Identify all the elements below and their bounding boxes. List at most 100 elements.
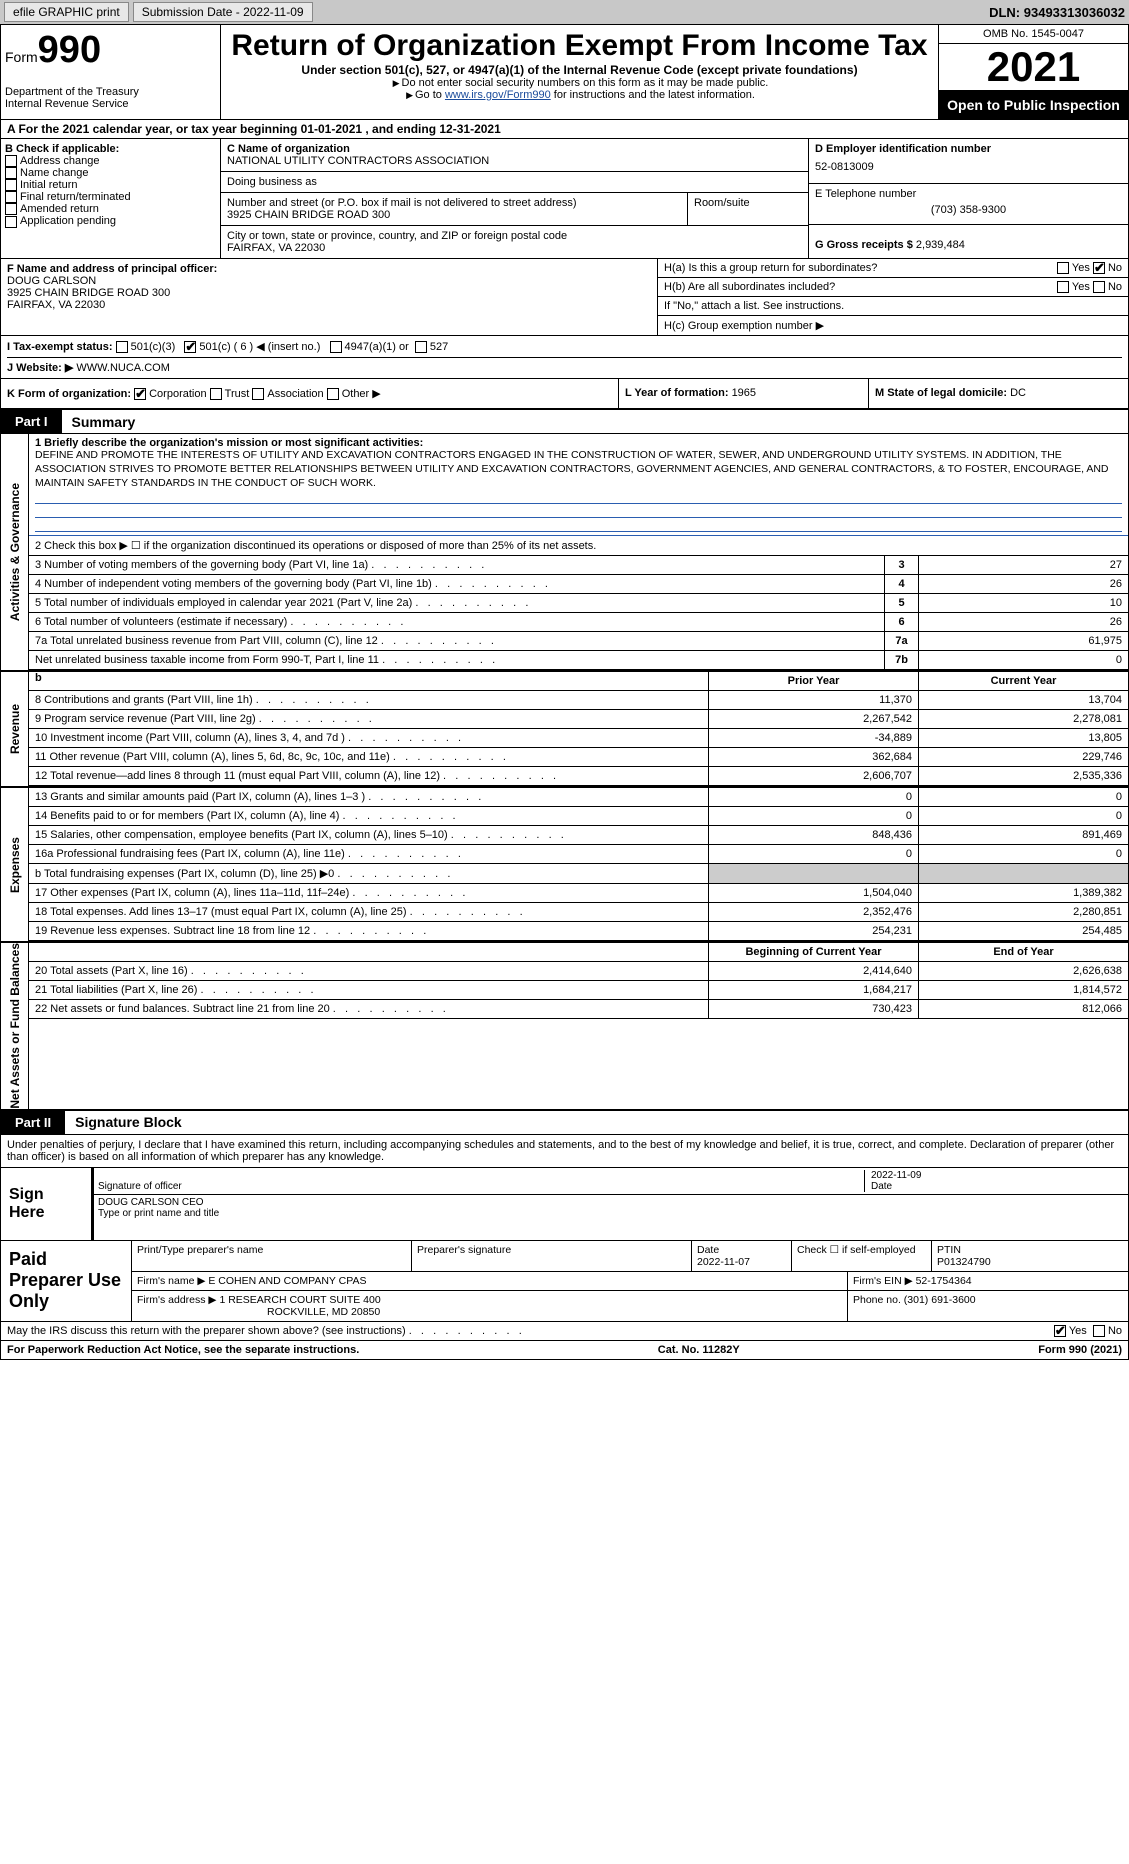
section-h: H(a) Is this a group return for subordin… bbox=[658, 259, 1128, 335]
net-end: 812,066 bbox=[918, 1000, 1128, 1018]
part2-box: Part II bbox=[1, 1111, 65, 1134]
net-begin: 730,423 bbox=[708, 1000, 918, 1018]
hc-label: H(c) Group exemption number ▶ bbox=[658, 316, 1128, 335]
org-name: NATIONAL UTILITY CONTRACTORS ASSOCIATION bbox=[227, 155, 802, 167]
rev-current: 13,805 bbox=[918, 729, 1128, 747]
prep-date-val: 2022-11-07 bbox=[697, 1256, 786, 1268]
cb-amended[interactable] bbox=[5, 203, 17, 215]
cb-other[interactable] bbox=[327, 388, 339, 400]
row-i: I Tax-exempt status: 501(c)(3) 501(c) ( … bbox=[7, 340, 1122, 353]
tab-governance: Activities & Governance bbox=[8, 483, 22, 621]
officer-addr1: 3925 CHAIN BRIDGE ROAD 300 bbox=[7, 287, 651, 299]
cb-501c[interactable] bbox=[184, 341, 196, 353]
submission-label: Submission Date - bbox=[142, 5, 243, 19]
line2: 2 Check this box ▶ ☐ if the organization… bbox=[29, 535, 1128, 556]
cb-name-change[interactable] bbox=[5, 167, 17, 179]
note-ssn: Do not enter social security numbers on … bbox=[402, 77, 769, 89]
row-j: J Website: ▶ WWW.NUCA.COM bbox=[7, 357, 1122, 374]
exp-line-label: 18 Total expenses. Add lines 13–17 (must… bbox=[29, 903, 708, 921]
hb-no[interactable] bbox=[1093, 281, 1105, 293]
net-end: 2,626,638 bbox=[918, 962, 1128, 980]
header-left: Form990 Department of the Treasury Inter… bbox=[1, 25, 221, 119]
c-name-label: C Name of organization bbox=[227, 143, 802, 155]
firm-addr1: 1 RESEARCH COURT SUITE 400 bbox=[219, 1294, 380, 1306]
exp-prior: 1,504,040 bbox=[708, 884, 918, 902]
irs-link[interactable]: www.irs.gov/Form990 bbox=[445, 89, 551, 101]
net-begin: 2,414,640 bbox=[708, 962, 918, 980]
gov-line-val: 0 bbox=[918, 651, 1128, 669]
firm-name-label: Firm's name ▶ bbox=[137, 1275, 208, 1287]
hb-yes[interactable] bbox=[1057, 281, 1069, 293]
form-word: Form bbox=[5, 49, 38, 65]
section-fh: F Name and address of principal officer:… bbox=[1, 259, 1128, 336]
rev-current: 2,278,081 bbox=[918, 710, 1128, 728]
exp-prior: 0 bbox=[708, 845, 918, 863]
rev-current: 229,746 bbox=[918, 748, 1128, 766]
submission-date-button[interactable]: Submission Date - 2022-11-09 bbox=[133, 2, 313, 22]
row-klm: K Form of organization: Corporation Trus… bbox=[1, 379, 1128, 410]
cb-corp[interactable] bbox=[134, 388, 146, 400]
row-a-period: A For the 2021 calendar year, or tax yea… bbox=[1, 120, 1128, 139]
net-begin: 1,684,217 bbox=[708, 981, 918, 999]
cb-501c3[interactable] bbox=[116, 341, 128, 353]
section-c: C Name of organization NATIONAL UTILITY … bbox=[221, 139, 808, 258]
cb-initial-return[interactable] bbox=[5, 179, 17, 191]
hdr-begin: Beginning of Current Year bbox=[708, 943, 918, 961]
cb-app-pending[interactable] bbox=[5, 216, 17, 228]
rev-current: 13,704 bbox=[918, 691, 1128, 709]
hdr-prior: Prior Year bbox=[708, 672, 918, 690]
gov-line-num: 4 bbox=[884, 575, 918, 593]
prep-sig-hdr: Preparer's signature bbox=[412, 1241, 692, 1271]
rev-line-label: 8 Contributions and grants (Part VIII, l… bbox=[29, 691, 708, 709]
section-bcd: B Check if applicable: Address change Na… bbox=[1, 139, 1128, 259]
gross-value: 2,939,484 bbox=[916, 239, 965, 251]
firm-addr2: ROCKVILLE, MD 20850 bbox=[137, 1306, 842, 1318]
cb-trust[interactable] bbox=[210, 388, 222, 400]
net-line-label: 22 Net assets or fund balances. Subtract… bbox=[29, 1000, 708, 1018]
form-number: 990 bbox=[38, 29, 101, 71]
note-goto-pre: Go to bbox=[415, 89, 445, 101]
gov-line-label: 4 Number of independent voting members o… bbox=[29, 575, 884, 593]
ha-label: H(a) Is this a group return for subordin… bbox=[664, 262, 877, 274]
m-value: DC bbox=[1010, 387, 1026, 399]
ha-no[interactable] bbox=[1093, 262, 1105, 274]
efile-print-button[interactable]: efile GRAPHIC print bbox=[4, 2, 129, 22]
sig-date-value: 2022-11-09 bbox=[871, 1170, 1124, 1181]
paid-preparer-block: Paid Preparer Use Only Print/Type prepar… bbox=[1, 1241, 1128, 1322]
street-label: Number and street (or P.O. box if mail i… bbox=[227, 197, 681, 209]
exp-current: 0 bbox=[918, 845, 1128, 863]
cb-final-return[interactable] bbox=[5, 191, 17, 203]
hb-note: If "No," attach a list. See instructions… bbox=[658, 297, 1128, 316]
revenue-block: Revenue bPrior YearCurrent Year 8 Contri… bbox=[1, 670, 1128, 786]
rev-current: 2,535,336 bbox=[918, 767, 1128, 785]
ptin-value: P01324790 bbox=[937, 1256, 1123, 1268]
net-line-label: 21 Total liabilities (Part X, line 26) bbox=[29, 981, 708, 999]
discuss-yes[interactable] bbox=[1054, 1325, 1066, 1337]
ptin-label: PTIN bbox=[937, 1244, 1123, 1256]
ha-yes[interactable] bbox=[1057, 262, 1069, 274]
gov-line-label: 6 Total number of volunteers (estimate i… bbox=[29, 613, 884, 631]
rev-prior: 2,267,542 bbox=[708, 710, 918, 728]
exp-current: 891,469 bbox=[918, 826, 1128, 844]
ein-value: 52-0813009 bbox=[815, 155, 1122, 179]
prep-self-emp: Check ☐ if self-employed bbox=[792, 1241, 932, 1271]
officer-addr2: FAIRFAX, VA 22030 bbox=[7, 299, 651, 311]
cb-address-change[interactable] bbox=[5, 155, 17, 167]
exp-current: 0 bbox=[918, 807, 1128, 825]
rev-line-label: 9 Program service revenue (Part VIII, li… bbox=[29, 710, 708, 728]
dba-label: Doing business as bbox=[227, 176, 802, 188]
form-header: Form990 Department of the Treasury Inter… bbox=[1, 25, 1128, 120]
cb-assoc[interactable] bbox=[252, 388, 264, 400]
pra-notice: For Paperwork Reduction Act Notice, see … bbox=[7, 1344, 359, 1356]
part1-title: Summary bbox=[62, 414, 136, 430]
discuss-no[interactable] bbox=[1093, 1325, 1105, 1337]
exp-prior: 0 bbox=[708, 807, 918, 825]
exp-line-label: 19 Revenue less expenses. Subtract line … bbox=[29, 922, 708, 940]
dept-treasury: Department of the Treasury Internal Reve… bbox=[5, 86, 216, 110]
phone-label: Phone no. bbox=[853, 1294, 904, 1306]
gov-line-num: 6 bbox=[884, 613, 918, 631]
cb-4947[interactable] bbox=[330, 341, 342, 353]
gov-line-num: 3 bbox=[884, 556, 918, 574]
cb-527[interactable] bbox=[415, 341, 427, 353]
gov-line-val: 26 bbox=[918, 613, 1128, 631]
